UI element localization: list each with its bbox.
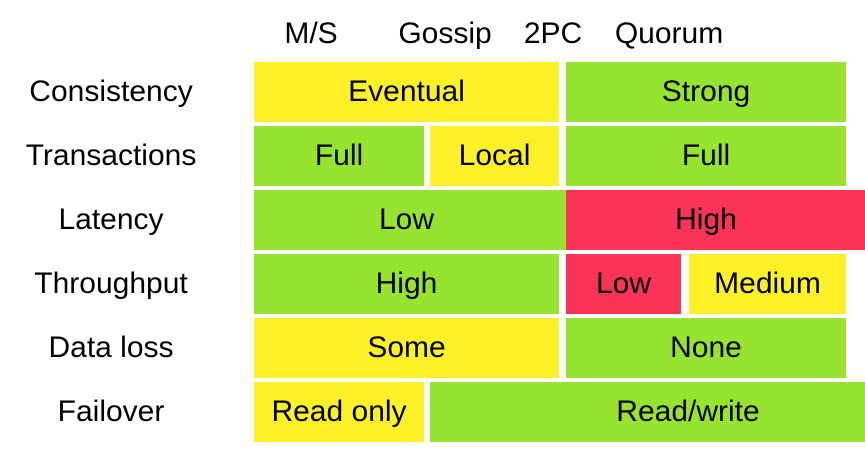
cell-latency-2pc-quorum: High <box>566 190 865 250</box>
column-header-ms: M/S <box>284 17 338 50</box>
cell-dataloss-2pc-quorum: None <box>566 318 846 378</box>
row-label-throughput: Throughput <box>34 267 188 300</box>
cell-throughput-ms-gossip: High <box>254 254 559 314</box>
cell-transactions-ms: Full <box>254 126 424 186</box>
column-header-quorum: Quorum <box>614 17 724 50</box>
row-label-latency: Latency <box>58 203 164 236</box>
cell-throughput-2pc: Low <box>566 254 681 314</box>
cell-transactions-2pc-quorum: Full <box>566 126 846 186</box>
cell-transactions-gossip: Local <box>430 126 559 186</box>
cell-failover-gossip-2pc-quorum: Read/write <box>430 382 865 442</box>
cell-throughput-quorum: Medium <box>689 254 846 314</box>
column-header-2pc: 2PC <box>523 17 583 50</box>
column-header-gossip: Gossip <box>398 17 492 50</box>
cell-consistency-ms-gossip: Eventual <box>254 62 559 122</box>
cell-latency-ms-gossip: Low <box>254 190 599 250</box>
row-label-failover: Failover <box>57 395 165 428</box>
row-label-transactions: Transactions <box>25 139 197 172</box>
cell-failover-ms: Read only <box>254 382 424 442</box>
row-label-dataloss: Data loss <box>48 331 174 364</box>
cell-dataloss-ms-gossip: Some <box>254 318 559 378</box>
cell-consistency-2pc-quorum: Strong <box>566 62 846 122</box>
row-label-consistency: Consistency <box>29 75 193 108</box>
